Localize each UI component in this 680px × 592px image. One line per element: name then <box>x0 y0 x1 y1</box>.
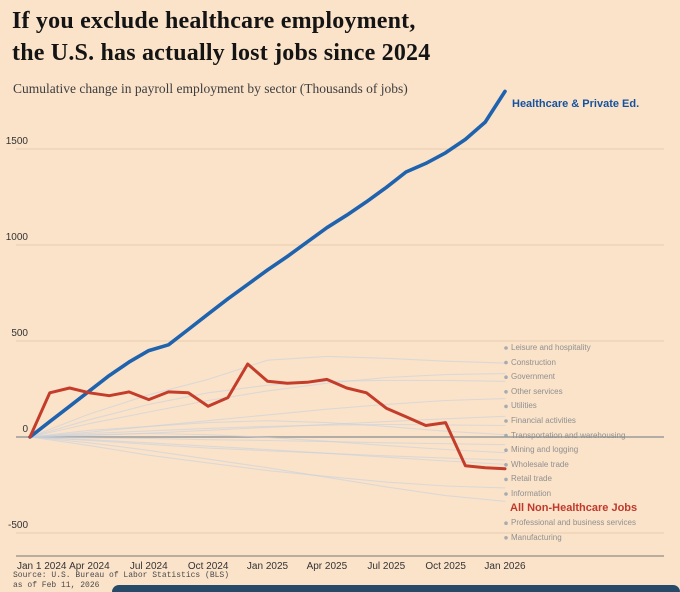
x-axis-tick-label: Jul 2024 <box>130 561 168 572</box>
series-line <box>29 379 506 438</box>
series-line <box>29 420 506 438</box>
x-axis-tick-label: Jan 2025 <box>247 561 289 572</box>
line-endpoint-dot <box>504 521 508 525</box>
series-line <box>29 436 506 502</box>
x-axis-tick-label: Jul 2025 <box>367 561 405 572</box>
chart-subtitle: Cumulative change in payroll employment … <box>13 81 408 96</box>
title-line-1: If you exclude healthcare employment, <box>12 8 416 34</box>
source-line-2: as of Feb 11, 2026 <box>13 581 100 590</box>
series-line <box>28 89 507 439</box>
series-line <box>29 355 506 438</box>
line-endpoint-dot <box>504 360 508 365</box>
y-axis-tick-label: -500 <box>8 520 28 531</box>
line-endpoint-dot <box>504 477 508 482</box>
y-axis-tick-label: 1500 <box>6 136 29 147</box>
series-line <box>29 436 506 461</box>
series-line <box>29 373 506 438</box>
line-endpoint-dot <box>504 390 508 394</box>
series-label-healthcare: Healthcare & Private Ed. <box>512 98 640 110</box>
series-label-non-healthcare: All Non-Healthcare Jobs <box>510 501 638 514</box>
x-axis-tick-label: Jan 1 2024 <box>17 561 67 572</box>
source-line-1: Source: U.S. Bureau of Labor Statistics … <box>13 571 230 580</box>
x-axis-tick-label: Jan 2026 <box>484 561 526 572</box>
y-axis-tick-label: 0 <box>22 424 28 435</box>
line-endpoint-dot <box>504 433 508 438</box>
line-endpoint-dot <box>504 404 508 409</box>
series-line <box>29 436 506 489</box>
series-line <box>28 362 507 471</box>
x-axis-tick-label: Oct 2025 <box>425 561 466 572</box>
line-endpoint-dot <box>504 419 508 423</box>
line-endpoint-dot <box>504 463 508 467</box>
series-line <box>29 432 506 454</box>
series-line <box>29 436 506 465</box>
page-title: If you exclude healthcare employment, th… <box>12 6 430 69</box>
y-axis-tick-label: 1000 <box>6 232 29 243</box>
x-axis-tick-label: Apr 2025 <box>307 561 348 572</box>
y-axis-tick-label: 500 <box>11 328 28 339</box>
x-axis-tick-label: Apr 2024 <box>69 561 110 572</box>
line-endpoint-dot <box>504 346 508 350</box>
source-attribution: Source: U.S. Bureau of Labor Statistics … <box>13 571 229 591</box>
line-endpoint-dot <box>504 492 508 496</box>
series-line <box>29 398 506 438</box>
x-axis-tick-label: Oct 2024 <box>188 561 229 572</box>
bottom-card-edge <box>112 585 680 592</box>
line-endpoint-dot <box>504 375 508 380</box>
series-line <box>29 436 506 446</box>
title-line-2: the U.S. has actually lost jobs since 20… <box>12 39 431 66</box>
line-endpoint-dot <box>504 448 508 453</box>
line-endpoint-dot <box>504 536 508 540</box>
